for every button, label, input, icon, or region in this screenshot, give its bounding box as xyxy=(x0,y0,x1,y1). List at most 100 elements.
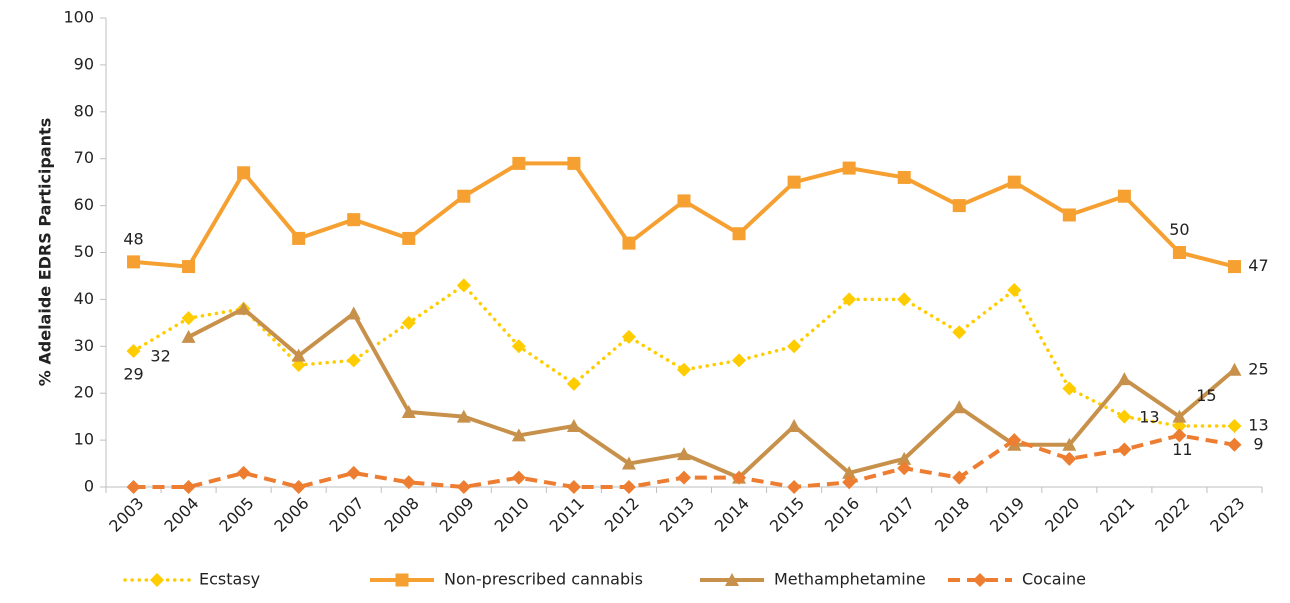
marker xyxy=(511,428,526,442)
y-tick-label: 40 xyxy=(74,289,94,308)
marker xyxy=(1117,372,1132,386)
marker xyxy=(897,451,912,465)
x-tick-label: 2018 xyxy=(931,494,973,536)
legend-label: Ecstasy xyxy=(199,570,260,589)
x-tick-label: 2022 xyxy=(1151,494,1193,536)
legend-label: Cocaine xyxy=(1022,570,1086,589)
marker xyxy=(1172,246,1186,259)
marker xyxy=(346,353,361,368)
marker xyxy=(457,189,471,203)
marker xyxy=(1172,428,1187,443)
marker xyxy=(1062,437,1077,451)
marker xyxy=(236,465,251,480)
marker xyxy=(787,175,801,189)
marker xyxy=(677,362,691,377)
marker xyxy=(291,480,306,494)
y-tick-label: 50 xyxy=(74,242,94,261)
x-tick-label: 2023 xyxy=(1206,494,1248,536)
y-tick-label: 70 xyxy=(74,148,94,167)
marker xyxy=(1117,189,1131,203)
y-axis-label: % Adelaide EDRS Participants xyxy=(36,118,55,386)
marker xyxy=(236,301,251,315)
marker xyxy=(1172,409,1187,423)
marker xyxy=(401,475,416,490)
marker xyxy=(181,480,196,494)
data-label: 13 xyxy=(1139,408,1159,427)
marker xyxy=(126,343,141,358)
data-label: 50 xyxy=(1169,220,1189,239)
marker xyxy=(567,156,581,170)
marker xyxy=(511,470,526,485)
marker xyxy=(181,329,196,343)
x-tick-label: 2009 xyxy=(436,494,478,536)
x-tick-label: 2004 xyxy=(160,494,202,536)
marker xyxy=(732,470,747,485)
marker xyxy=(1007,175,1021,189)
marker xyxy=(842,475,857,490)
y-tick-label: 0 xyxy=(84,477,94,496)
data-label: 29 xyxy=(123,364,143,383)
data-label: 13 xyxy=(1248,416,1268,435)
marker xyxy=(787,480,802,494)
marker xyxy=(127,255,141,269)
marker xyxy=(973,573,987,587)
marker xyxy=(621,456,636,470)
marker xyxy=(126,480,141,494)
marker xyxy=(395,573,409,587)
x-tick-label: 2021 xyxy=(1096,494,1138,536)
marker xyxy=(402,231,416,245)
marker xyxy=(842,161,856,175)
data-label: 47 xyxy=(1248,256,1268,275)
marker xyxy=(787,419,802,433)
marker xyxy=(952,199,966,213)
marker xyxy=(1062,208,1076,222)
x-tick-label: 2019 xyxy=(986,494,1028,536)
y-tick-label: 20 xyxy=(74,383,94,402)
marker xyxy=(732,227,746,241)
marker xyxy=(566,376,581,391)
marker xyxy=(842,292,857,307)
x-tick-label: 2010 xyxy=(491,494,533,536)
data-label: 9 xyxy=(1253,434,1263,453)
marker xyxy=(346,465,361,480)
marker xyxy=(182,260,196,274)
x-tick-label: 2012 xyxy=(601,494,643,536)
marker xyxy=(566,480,581,494)
x-tick-label: 2011 xyxy=(546,494,588,536)
marker xyxy=(1227,260,1241,274)
x-tick-label: 2020 xyxy=(1041,494,1083,536)
y-tick-label: 100 xyxy=(63,8,94,27)
x-tick-label: 2007 xyxy=(325,494,367,536)
marker xyxy=(897,292,912,307)
marker xyxy=(401,315,416,330)
marker xyxy=(621,329,636,344)
x-tick-label: 2003 xyxy=(105,494,147,536)
x-tick-label: 2014 xyxy=(711,494,753,536)
y-tick-label: 10 xyxy=(74,430,94,449)
data-label: 25 xyxy=(1248,359,1268,378)
marker xyxy=(787,339,802,354)
marker xyxy=(181,311,196,326)
marker xyxy=(725,573,739,586)
marker xyxy=(1227,437,1242,452)
x-tick-label: 2017 xyxy=(876,494,918,536)
marker xyxy=(1117,409,1132,424)
marker xyxy=(566,419,581,433)
marker xyxy=(1117,442,1132,457)
marker xyxy=(952,470,967,485)
marker xyxy=(237,166,251,180)
marker xyxy=(1227,362,1242,376)
marker xyxy=(677,447,691,461)
y-tick-label: 60 xyxy=(74,195,94,214)
marker xyxy=(1227,419,1242,434)
marker xyxy=(291,348,306,362)
marker xyxy=(897,170,911,184)
series-line xyxy=(131,283,1237,428)
marker xyxy=(621,480,636,494)
marker xyxy=(1062,451,1077,466)
marker xyxy=(401,404,416,418)
marker xyxy=(347,213,361,227)
marker xyxy=(1007,433,1022,448)
x-tick-label: 2005 xyxy=(215,494,257,536)
marker xyxy=(1062,381,1077,396)
